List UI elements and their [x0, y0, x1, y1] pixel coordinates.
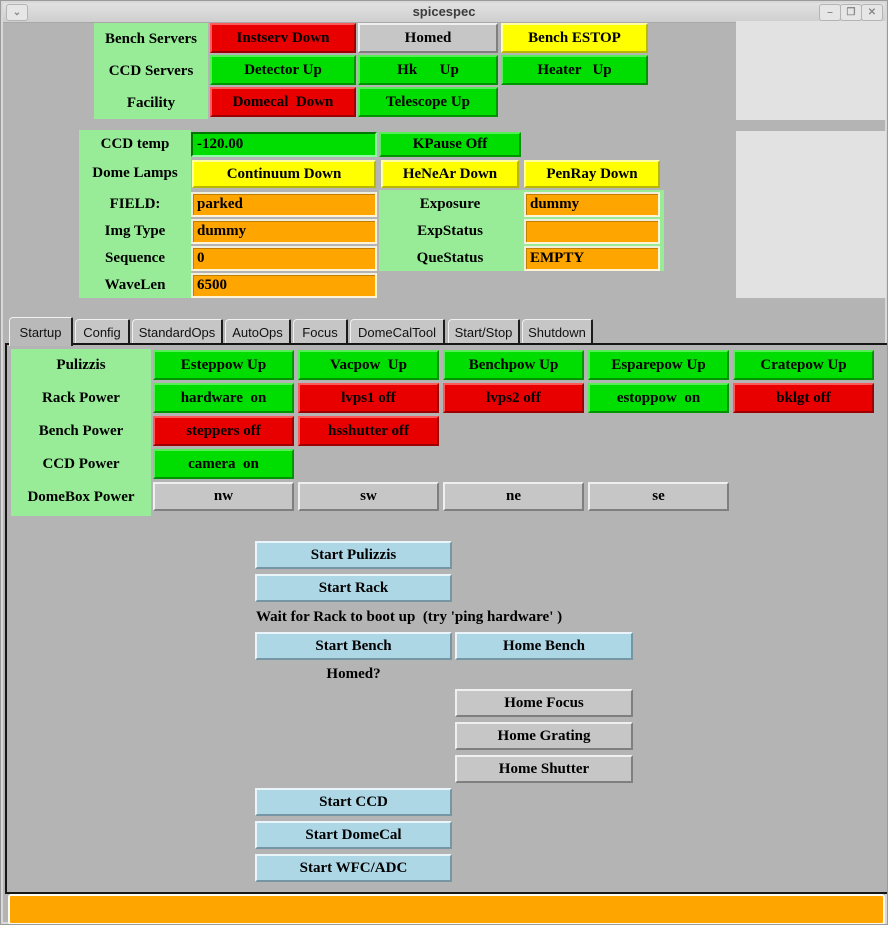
- expstatus-label: ExpStatus: [417, 223, 483, 239]
- camera-button[interactable]: camera on: [153, 449, 294, 479]
- status-bar: [8, 894, 885, 924]
- tab-config[interactable]: Config: [75, 319, 130, 344]
- home-grating-button[interactable]: Home Grating: [455, 722, 633, 750]
- bench-servers-label: Bench Servers: [104, 30, 198, 47]
- ccd-servers-label: CCD Servers: [108, 62, 194, 79]
- tab-focus[interactable]: Focus: [293, 319, 348, 344]
- start-domecal-button[interactable]: Start DomeCal: [255, 821, 452, 849]
- img-type-value: dummy: [191, 219, 377, 244]
- esteppow-button[interactable]: Esteppow Up: [153, 350, 294, 380]
- questatus-label: QueStatus: [416, 250, 484, 266]
- sequence-label: Sequence: [105, 250, 165, 266]
- exposure-label: Exposure: [419, 196, 481, 212]
- home-focus-button[interactable]: Home Focus: [455, 689, 633, 717]
- field-label: FIELD:: [109, 196, 161, 212]
- facility-label: Facility: [126, 94, 176, 111]
- rack-power-label: Rack Power: [42, 390, 120, 406]
- heater-status-button[interactable]: Heater Up: [501, 55, 648, 85]
- minimize-icon[interactable]: –: [819, 4, 841, 21]
- domebox-se-button[interactable]: se: [588, 482, 729, 511]
- power-label-panel: Pulizzis Rack Power Bench Power CCD Powe…: [11, 349, 151, 516]
- window-title: spicespec: [412, 4, 476, 19]
- expstatus-value: [524, 219, 660, 244]
- home-bench-button[interactable]: Home Bench: [455, 632, 633, 660]
- title-bar: ⌄ spicespec – ❒ ✕: [3, 3, 885, 23]
- tab-standardops[interactable]: StandardOps: [132, 319, 223, 344]
- tab-startup[interactable]: Startup: [9, 317, 73, 346]
- top-right-panel-2: [736, 131, 886, 298]
- status-label-panel: CCD temp Dome Lamps FIELD: Img Type Sequ…: [79, 130, 191, 298]
- kpause-status[interactable]: KPause Off: [379, 132, 521, 157]
- start-ccd-button[interactable]: Start CCD: [255, 788, 452, 816]
- dome-lamps-label: Dome Lamps: [92, 165, 178, 181]
- benchpow-button[interactable]: Benchpow Up: [443, 350, 584, 380]
- startup-tab-panel: Pulizzis Rack Power Bench Power CCD Powe…: [5, 343, 887, 894]
- vacpow-button[interactable]: Vacpow Up: [298, 350, 439, 380]
- penray-lamp-button[interactable]: PenRay Down: [524, 160, 660, 188]
- homed-status-button[interactable]: Homed: [358, 23, 498, 53]
- start-bench-button[interactable]: Start Bench: [255, 632, 452, 660]
- wavelen-value: 6500: [191, 273, 377, 298]
- henear-lamp-button[interactable]: HeNeAr Down: [381, 160, 519, 188]
- instserv-status-button[interactable]: Instserv Down: [210, 23, 356, 53]
- pulizzis-label: Pulizzis: [56, 357, 106, 373]
- tab-shutdown[interactable]: Shutdown: [522, 319, 593, 344]
- esparepow-button[interactable]: Esparepow Up: [588, 350, 729, 380]
- domebox-ne-button[interactable]: ne: [443, 482, 584, 511]
- telescope-status-button[interactable]: Telescope Up: [358, 87, 498, 117]
- hardware-button[interactable]: hardware on: [153, 383, 294, 413]
- server-status-label-panel: Bench Servers CCD Servers Facility: [94, 23, 208, 119]
- close-icon[interactable]: ✕: [861, 4, 883, 21]
- lvps1-button[interactable]: lvps1 off: [298, 383, 439, 413]
- tab-autoops[interactable]: AutoOps: [225, 319, 291, 344]
- homed-question-label: Homed?: [326, 665, 381, 682]
- sequence-value: 0: [191, 246, 377, 271]
- bench-power-label: Bench Power: [38, 423, 124, 439]
- hk-status-button[interactable]: Hk Up: [358, 55, 498, 85]
- continuum-lamp-button[interactable]: Continuum Down: [192, 160, 376, 188]
- domebox-power-label: DomeBox Power: [27, 489, 135, 505]
- start-wfc-adc-button[interactable]: Start WFC/ADC: [255, 854, 452, 882]
- questatus-value: EMPTY: [524, 246, 660, 271]
- bklgt-button[interactable]: bklgt off: [733, 383, 874, 413]
- tab-startstop[interactable]: Start/Stop: [448, 319, 520, 344]
- home-shutter-button[interactable]: Home Shutter: [455, 755, 633, 783]
- hsshutter-button[interactable]: hsshutter off: [298, 416, 439, 446]
- maximize-icon[interactable]: ❒: [840, 4, 862, 21]
- field-value: parked: [191, 192, 377, 217]
- bench-estop-button[interactable]: Bench ESTOP: [501, 23, 648, 53]
- domecal-status-button[interactable]: Domecal Down: [210, 87, 356, 117]
- wait-for-rack-note: Wait for Rack to boot up (try 'ping hard…: [256, 608, 563, 625]
- start-pulizzis-button[interactable]: Start Pulizzis: [255, 541, 452, 569]
- img-type-label: Img Type: [104, 223, 166, 239]
- detector-status-button[interactable]: Detector Up: [210, 55, 356, 85]
- start-rack-button[interactable]: Start Rack: [255, 574, 452, 602]
- cratepow-button[interactable]: Cratepow Up: [733, 350, 874, 380]
- top-right-panel-1: [736, 21, 886, 120]
- steppers-button[interactable]: steppers off: [153, 416, 294, 446]
- lvps2-button[interactable]: lvps2 off: [443, 383, 584, 413]
- tab-domecaltool[interactable]: DomeCalTool: [350, 319, 445, 344]
- ccd-temp-value: -120.00: [191, 132, 377, 157]
- ccd-temp-label: CCD temp: [100, 136, 170, 152]
- wavelen-label: WaveLen: [104, 277, 166, 293]
- window-shade-icon[interactable]: ⌄: [6, 4, 28, 21]
- domebox-nw-button[interactable]: nw: [153, 482, 294, 511]
- domebox-sw-button[interactable]: sw: [298, 482, 439, 511]
- ccd-power-label: CCD Power: [42, 456, 120, 472]
- exposure-value: dummy: [524, 192, 660, 217]
- estoppow-button[interactable]: estoppow on: [588, 383, 729, 413]
